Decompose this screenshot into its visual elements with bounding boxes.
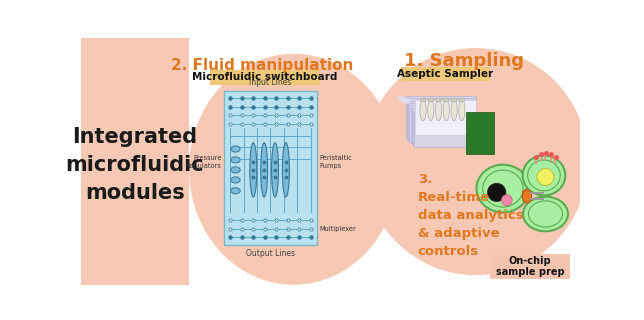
Ellipse shape: [231, 146, 240, 152]
Text: Microfluidic switchboard: Microfluidic switchboard: [193, 72, 337, 82]
Ellipse shape: [231, 188, 240, 194]
Text: 3.
Real-time
data analytics
& adaptive
controls: 3. Real-time data analytics & adaptive c…: [417, 173, 523, 258]
Bar: [530, 192, 544, 194]
Bar: [413, 110, 476, 145]
Text: 1. Sampling: 1. Sampling: [404, 52, 524, 70]
Circle shape: [488, 183, 506, 202]
Ellipse shape: [451, 98, 457, 102]
Ellipse shape: [443, 99, 450, 121]
Bar: [530, 198, 544, 200]
FancyArrowPatch shape: [401, 99, 407, 101]
Ellipse shape: [522, 189, 531, 203]
Ellipse shape: [420, 98, 426, 102]
Bar: [408, 101, 476, 141]
FancyBboxPatch shape: [401, 67, 489, 81]
Ellipse shape: [189, 54, 398, 285]
Text: Integrated
microfluidic
modules: Integrated microfluidic modules: [66, 127, 204, 204]
Bar: [407, 99, 476, 140]
Ellipse shape: [428, 98, 434, 102]
Ellipse shape: [282, 143, 289, 197]
Text: Output Lines: Output Lines: [246, 249, 295, 258]
Circle shape: [537, 169, 554, 186]
Bar: [414, 112, 476, 147]
Ellipse shape: [272, 143, 278, 197]
Ellipse shape: [250, 143, 257, 197]
Text: Multiplexer: Multiplexer: [319, 226, 356, 232]
Ellipse shape: [459, 99, 465, 121]
Bar: [415, 100, 476, 135]
Bar: [466, 112, 493, 154]
Ellipse shape: [443, 98, 450, 102]
Bar: [80, 38, 189, 285]
Ellipse shape: [363, 48, 588, 275]
Ellipse shape: [428, 99, 434, 121]
Ellipse shape: [451, 99, 457, 121]
Ellipse shape: [459, 98, 465, 102]
Ellipse shape: [231, 157, 240, 163]
Ellipse shape: [523, 196, 568, 231]
Ellipse shape: [231, 177, 240, 183]
Bar: [411, 105, 476, 143]
Text: Peristaltic
Pumps: Peristaltic Pumps: [319, 156, 352, 169]
Text: On-chip
sample prep: On-chip sample prep: [496, 256, 564, 277]
Bar: [410, 103, 476, 142]
FancyBboxPatch shape: [224, 91, 317, 245]
Ellipse shape: [435, 99, 442, 121]
Bar: [406, 96, 476, 139]
Bar: [412, 108, 476, 144]
Ellipse shape: [477, 165, 529, 212]
Ellipse shape: [435, 98, 442, 102]
Circle shape: [501, 195, 512, 205]
FancyBboxPatch shape: [210, 70, 320, 84]
FancyBboxPatch shape: [489, 254, 571, 279]
Text: Aseptic Sampler: Aseptic Sampler: [397, 69, 493, 79]
Text: Input Lines: Input Lines: [249, 78, 292, 87]
Ellipse shape: [523, 156, 565, 196]
Ellipse shape: [420, 99, 426, 121]
Text: Pressure
Regulators: Pressure Regulators: [185, 156, 222, 169]
Ellipse shape: [261, 143, 268, 197]
Text: 2. Fluid manipulation: 2. Fluid manipulation: [171, 58, 354, 73]
Ellipse shape: [231, 167, 240, 173]
